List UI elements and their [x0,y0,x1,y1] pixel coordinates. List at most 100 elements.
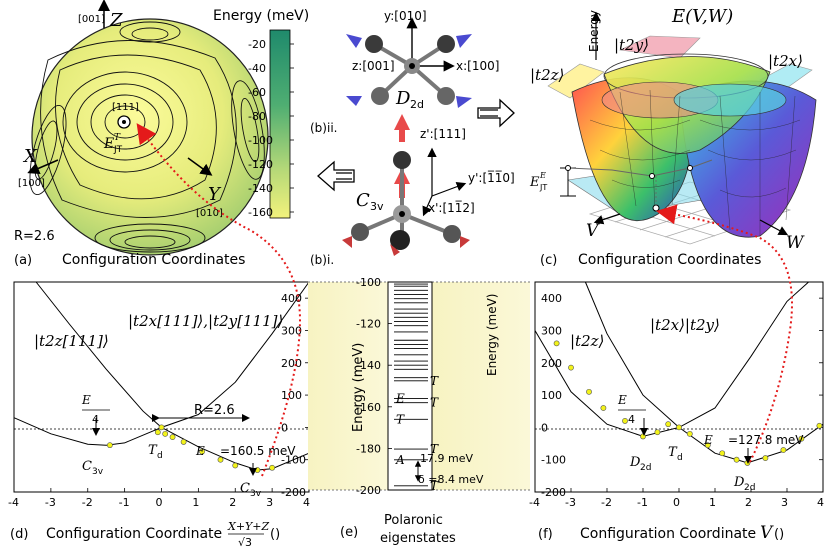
data-point [640,433,646,440]
data-point [162,430,169,437]
data-point [199,448,205,455]
svg-text:4: 4 [628,413,635,426]
panel-b: y:[010] z:[001] x:[100] D 2d (b)ii. [310,9,515,267]
panel-a: Z [001] X [100] Y [010] [111] E T JT R=2… [14,0,309,268]
y-tick-label: 200 [281,357,302,370]
c3v-molecule [342,114,470,256]
y-tick-label: 0 [541,421,548,434]
x-tick-label: -3 [565,496,576,509]
data-point [744,460,751,466]
ejt-quarter-f: E [617,393,627,407]
svg-text:2d: 2d [640,463,651,473]
data-point [780,447,787,453]
axis-z-dir: [001] [78,14,105,25]
colorbar-ticks: -20 -40 -60 -80 -100 -120 -140 -160 [248,38,294,219]
plot-f-ticks: -4 -3 -2 -1 0 1 2 3 4 -200 -100 0 100 200 300 400 [529,292,824,509]
y-tick-label: 0 [281,421,288,434]
data-point [676,424,682,431]
panel-b-i-letter: (b)i. [310,253,334,267]
ejt-text-d: E [195,444,205,458]
x-tick-label: -1 [119,496,130,509]
data-point [568,364,574,371]
svg-text:V: V [760,523,774,543]
x-tick-label: -2 [82,496,93,509]
panel-b-ii-letter: (b)ii. [310,121,337,135]
energy-sphere [31,18,269,256]
data-point [798,435,805,442]
level-label: A [395,453,405,467]
td-label-d: T [148,443,158,458]
svg-text:2d: 2d [410,98,424,111]
levels-frame [387,281,433,491]
plot-f-ylabel: Energy (meV) [485,294,499,376]
x-tick-label: 2 [745,496,752,509]
ejt-quarter-d: E [81,393,91,407]
colorbar-tick-label: -100 [248,134,273,147]
gap-delta: δ =8.4 meV [418,473,484,486]
y-tick-label: -100 [541,454,566,467]
d2d-z-label: z:[001] [352,59,395,73]
levels-tick-label: -140 [356,359,381,372]
svg-text:E: E [539,171,546,180]
axis-z-label: Z [109,10,123,31]
svg-text:(): () [270,527,280,542]
d2d-y-label: y:[010] [384,9,427,23]
y-tick-label: 300 [541,324,562,337]
svg-text:√3: √3 [238,536,252,549]
svg-text:3v: 3v [370,200,384,213]
panel-d-xlabel: Configuration Coordinate [46,526,222,542]
levels-tick-label: -180 [356,442,381,455]
panel-d-letter: (d) [10,527,28,542]
levels-tick-label: -100 [356,276,381,289]
axis-y-dir: [010] [196,208,223,219]
panel-f-xlabel: Configuration Coordinate [580,526,756,542]
data-point [704,442,711,449]
panel-e-title-2: eigenstates [380,531,456,546]
data-point [654,429,661,436]
state-t2y-c: |t2y⟩ [614,36,649,54]
x-tick-label: -4 [8,496,19,509]
ejt-label-a: E [103,136,114,152]
levels-tick-label: -120 [356,318,381,331]
levels-ticks: -200 -180 -160 -140 -120 -100 [356,276,392,497]
data-point [719,450,726,457]
axis-w-label-c: W [786,233,805,253]
data-point [600,405,607,411]
plot-f-points [553,340,823,466]
colorbar-tick-label: -160 [248,206,273,219]
level-label: T [430,396,439,410]
panel-f: -4 -3 -2 -1 0 1 2 3 4 -200 -100 0 100 200 300 400 Energ… [485,281,824,543]
c3v-label-d2: C [240,481,250,496]
state-t2x-c: |t2x⟩ [768,52,803,70]
axis-y-label: Y [208,184,222,205]
svg-text:2d: 2d [744,483,755,493]
panel-f-letter: (f) [538,527,553,542]
ejt-value-d: =160.5 meV [220,444,296,458]
state-t2z-d: |t2z[111]⟩ [34,332,109,350]
state-t2z-f: |t2z⟩ [570,332,604,350]
colorbar-tick-label: -40 [248,62,266,75]
curve [584,281,809,429]
energy-levels [394,283,428,487]
colorbar-tick-label: -120 [248,158,273,171]
plot-d-curves [13,281,310,471]
x-tick-label: -1 [637,496,648,509]
svg-text:(): () [774,527,784,542]
svg-text:JT: JT [539,183,547,192]
c3v-z-label: z':[111] [420,127,466,141]
colorbar-tick-label: -80 [248,110,266,123]
panel-c: Energy E(V,W) |t2y⟩ |t2z⟩ |t2x⟩ E E JT V… [529,6,817,268]
data-point [254,467,261,473]
panel-c-letter: (c) [540,253,557,268]
y-tick-label: -200 [281,486,306,499]
point-111-label: [111] [112,102,139,113]
axis-x-label: X [22,146,38,167]
td-label-f: T [668,445,678,460]
svg-text:X+Y+Z: X+Y+Z [227,520,270,533]
state-t2xy-d: |t2x[111]⟩,|t2y[111]⟩ [128,312,283,330]
level-label: E [395,391,405,405]
colorbar-tick-label: -60 [248,86,266,99]
data-point [158,424,165,431]
data-point [269,464,276,471]
